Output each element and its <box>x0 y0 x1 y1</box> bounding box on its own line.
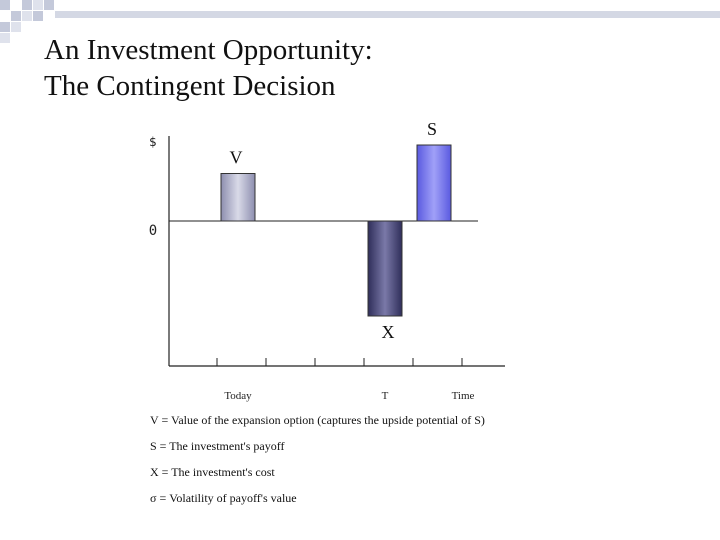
zero-label: 0 <box>149 223 157 239</box>
y-axis-label: $ <box>149 135 157 149</box>
slide-title-line2: The Contingent Decision <box>44 70 336 102</box>
checker-square <box>0 0 10 10</box>
checker-square <box>44 0 54 10</box>
checker-square <box>22 0 32 10</box>
x-tick-label-1: T <box>382 390 389 402</box>
checker-square <box>22 11 32 21</box>
bar-x <box>367 220 403 317</box>
checker-square <box>33 0 43 10</box>
header-band <box>55 11 720 18</box>
slide-title-line1: An Investment Opportunity: <box>44 34 373 66</box>
checker-square <box>33 11 43 21</box>
legend-item-s: S = The investment's payoff <box>150 439 285 453</box>
definitions-legend: V = Value of the expansion option (captu… <box>150 410 485 514</box>
checker-pattern-decoration <box>0 0 720 44</box>
slide-title: An Investment Opportunity: The Contingen… <box>44 32 373 104</box>
legend-item-sigma: σ = Volatility of payoff's value <box>150 491 297 505</box>
checker-square <box>0 11 10 21</box>
checker-square <box>0 22 10 32</box>
bar-label-s: S <box>427 119 437 139</box>
checker-square <box>11 22 21 32</box>
bar-v <box>220 173 256 222</box>
legend-item-v: V = Value of the expansion option (captu… <box>150 413 485 427</box>
checker-square <box>0 33 10 43</box>
bar-label-x: X <box>382 322 395 342</box>
bar-s <box>416 144 452 222</box>
checker-square <box>11 11 21 21</box>
x-axis-label: Time <box>452 390 475 402</box>
legend-item-x: X = The investment's cost <box>150 465 275 479</box>
checker-square <box>11 0 21 10</box>
x-tick-label-0: Today <box>224 390 252 402</box>
bar-label-v: V <box>230 148 243 168</box>
